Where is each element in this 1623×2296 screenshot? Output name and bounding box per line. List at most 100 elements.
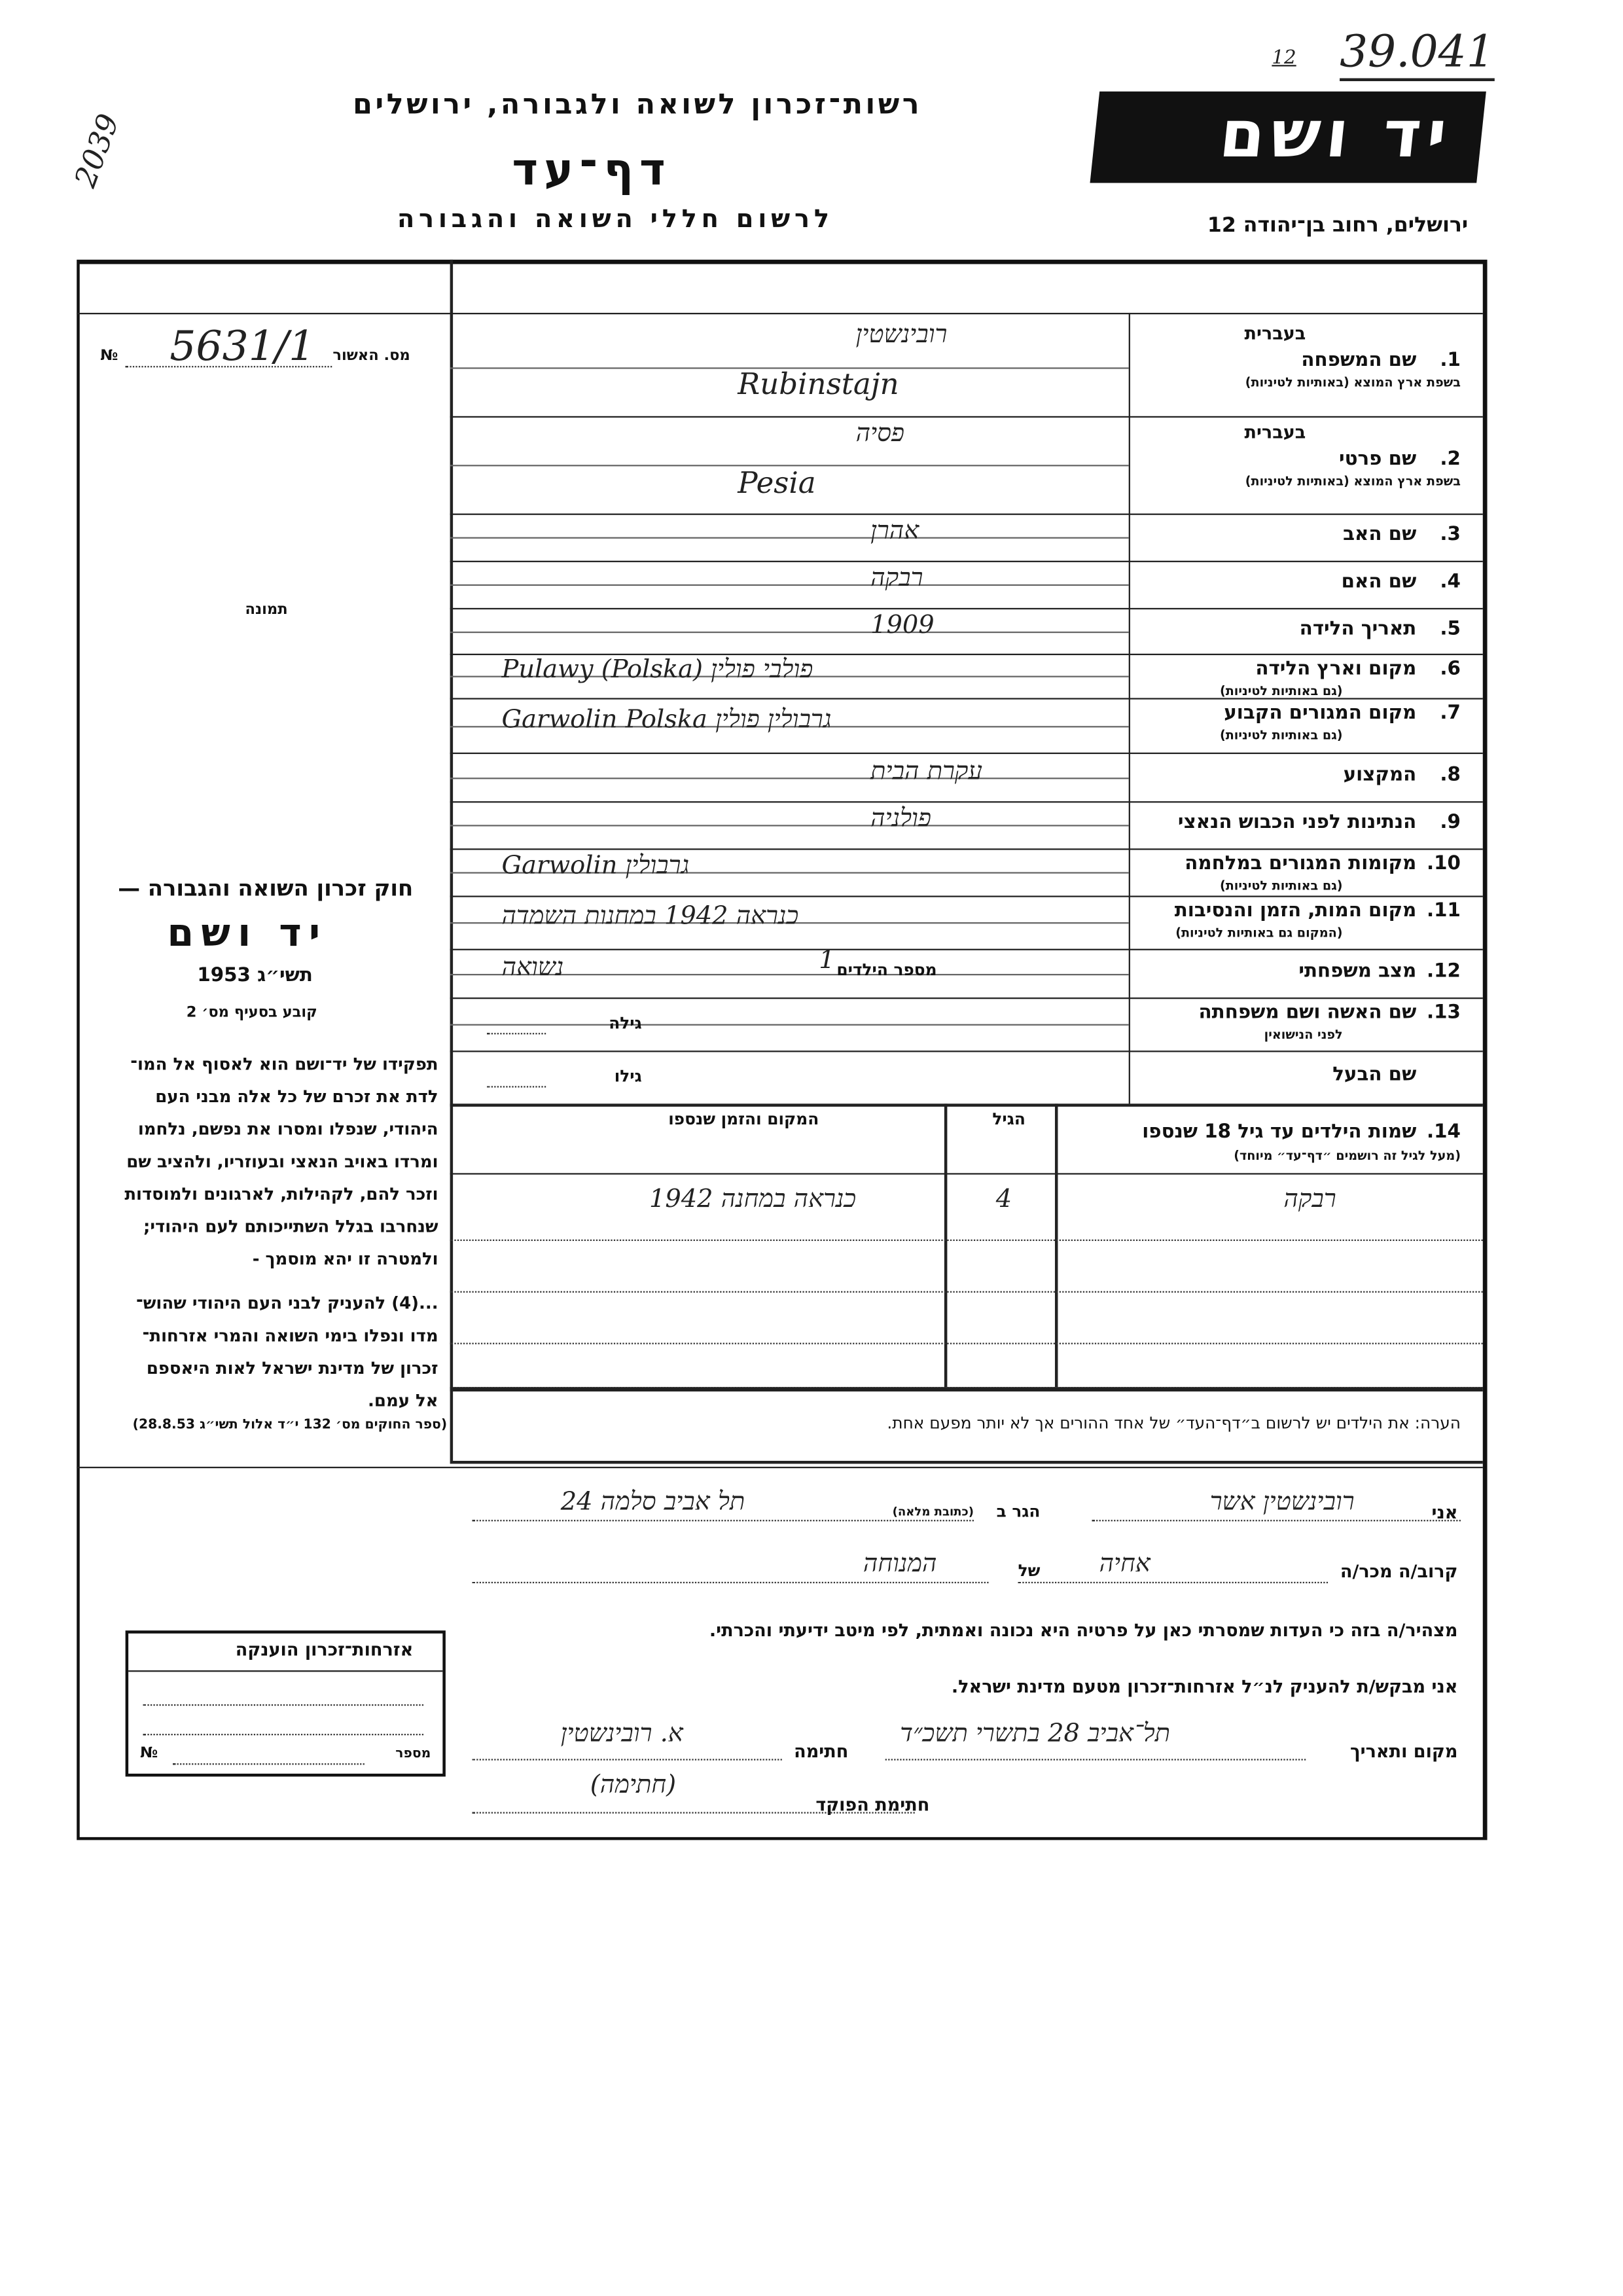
law-text-line: וזכר להם, לקהילות, לארגונים ולמוסדות [124,1183,438,1204]
field-label: שם המשפחה [1301,350,1417,372]
field-value[interactable]: Pulawy (Polska) פולבי פולין [501,655,813,685]
note: הערה: את הילדים יש לרשום ב״דף־העד״ של אח… [887,1413,1461,1433]
law-text-line: לדת את זכרם של כל אלה מבני העם [155,1086,438,1107]
field-value-hebrew[interactable]: רובינשטין [855,320,948,350]
yad-vashem-logo: יד ושם [1090,91,1486,183]
children-count[interactable]: 1 [819,946,835,976]
statement: מצהיר/ה בזה כי העדות שמסרתי כאן על פרטיה… [709,1620,1458,1641]
field-value[interactable]: נשואה [501,952,564,982]
place-date[interactable]: תל־אביב 28 בתשרי תשכ״ד [900,1719,1171,1749]
law-text-line: מדו ונפלו בימי השואה והמרי אזרחות־ [142,1325,438,1346]
field-value-latin[interactable]: Rubinstajn [738,366,899,402]
law-text-line: היהודי, שנפלו ומסרו את נפשם, נלחמו [137,1118,438,1139]
field-value[interactable]: 1909 [870,610,935,640]
law-source: (ספר החוקים מס׳ 132 י״ד אלול תשי״ג 28.8.… [132,1418,448,1433]
row-divider [450,895,1483,897]
authority-title: רשות־זכרון לשואה ולגבורה, ירושלים [353,88,923,121]
field-label: שם הבעל [1332,1064,1417,1086]
field-label: מקום המגורים הקבוע [1224,702,1417,725]
law-text-line: אל עמם. [368,1390,438,1411]
field-value[interactable]: עקרת הבית [870,756,983,786]
value-line [450,872,1129,874]
value-line [450,776,1129,779]
child-place[interactable]: כנראה במחנה 1942 [649,1185,857,1215]
field-sublabel: בשפת ארץ המוצא (באותיות לטיניות) [1245,376,1461,391]
stamp-number: 2039 [67,109,126,192]
citizenship-box: אזרחות־זכרון הוענקה מספר № [125,1630,446,1777]
field-label: המקצוע [1343,763,1417,786]
child-age[interactable]: 4 [995,1185,1012,1215]
field-sublabel: (גם באותיות לטיניות) [1219,685,1343,700]
row-divider [450,801,1483,803]
field-number: 13. [1426,1001,1461,1024]
child-row-line [450,1291,1483,1293]
value-line [450,675,1129,677]
field-value-latin[interactable]: Pesia [738,465,816,501]
file-number: 39.041 [1340,27,1495,81]
row-divider [450,1050,1483,1052]
law-text-line: שנחרבו בגלל השתייכותם לעם היהודי; [143,1215,438,1237]
law-title: חוק זכרון השואה והגבורה — [118,874,414,902]
approval-number: 5631/1 [169,321,315,370]
field-label: מקום וארץ הלידה [1255,658,1417,681]
row-divider [450,752,1483,755]
field-number: 9. [1440,811,1461,834]
field-sublabel: (המקום גם באותיות לטיניות) [1175,926,1343,942]
declarant-name[interactable]: רובינשטין אשר [1209,1487,1355,1517]
field-number: 8. [1440,763,1461,786]
photo-placeholder: תמונה [245,601,288,619]
row-divider [450,997,1483,999]
age-field[interactable] [486,1086,546,1088]
declarant-address[interactable]: תל אביב סלמה 24 [560,1487,745,1517]
age-field[interactable] [486,1033,546,1035]
relation[interactable]: אחיה [1099,1549,1150,1579]
field-number: 3. [1440,524,1461,547]
field-label: מקום המות, הזמן והנסיבות [1174,900,1417,923]
field-number: 4. [1440,571,1461,594]
children-header: שמות הילדים עד גיל 18 שנספו [1142,1121,1417,1144]
file-number-prefix: 12 [1272,47,1296,69]
field-label: שם האם [1341,571,1417,594]
field-sublabel: (גם באותיות לטיניות) [1219,728,1343,744]
hebrew-tag: בעברית [1244,422,1306,443]
law-text-line: תפקידו של יד־ושם הוא לאסוף אל המו־ [130,1053,438,1075]
hebrew-tag: בעברית [1244,323,1306,344]
address: ירושלים, רחוב בן־יהודה 12 [1207,213,1469,238]
row-divider [450,653,1483,655]
law-text-line: ...(4) להעניק לבני העם היהודי שהוש־ [136,1292,438,1314]
age-header: הגיל [992,1109,1026,1129]
child-name[interactable]: רבקה [1283,1185,1336,1215]
field-number: 6. [1440,658,1461,681]
form-subtitle: לרשום חללי השואה והגבורה [397,205,834,235]
deceased-ref[interactable]: המנוחה [863,1549,937,1579]
approval-label: מס. האשור [332,348,410,365]
row-divider [450,848,1483,850]
form-title: דף־עד [512,144,671,196]
row-divider [450,513,1483,515]
field-value[interactable]: אהרן [870,516,919,547]
signature[interactable]: א. רובינשטין [560,1719,683,1749]
field-sublabel: לפני הנישואין [1264,1028,1343,1043]
field-value[interactable]: רבקה [870,564,923,594]
law-text-line: ולמטרה זו יהא מוסמך - [252,1248,438,1269]
value-line [450,725,1129,727]
field-value-hebrew[interactable]: פסיה [855,419,905,449]
law-name: יד ושם [167,912,328,956]
field-label: שם האב [1343,524,1417,547]
field-label: מקומות המגורים במלחמה [1185,853,1417,875]
field-value[interactable]: Garwolin גרבולין [501,851,690,881]
law-text: תפקידו של יד־ושם הוא לאסוף אל המו־ לדת את… [84,1048,438,1417]
value-line [450,973,1129,975]
value-line [450,367,1129,368]
field-value[interactable]: Garwolin Polska גרבולין פולין [501,704,832,734]
field-number: 10. [1426,853,1461,875]
value-line [450,584,1129,586]
form-frame [77,259,1488,1840]
field-value[interactable]: פולניה [870,804,931,834]
officer-signature[interactable]: (חתימה) [590,1770,677,1801]
field-sublabel: (גם באותיות לטיניות) [1219,879,1343,895]
field-value[interactable]: כנראה 1942 במחנות השמדה [501,901,799,931]
field-sublabel: בשפת ארץ המוצא (באותיות לטיניות) [1245,475,1461,490]
child-row-line [450,1239,1483,1242]
